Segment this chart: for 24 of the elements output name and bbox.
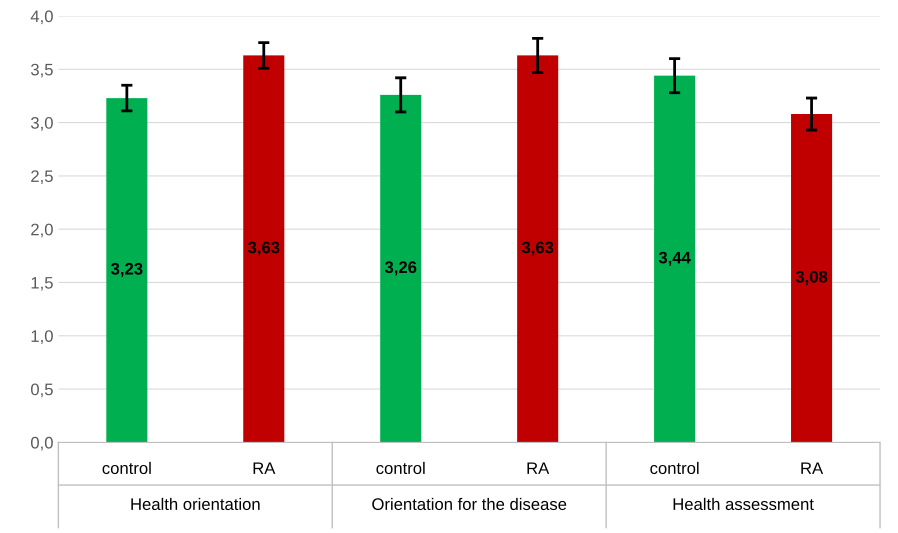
text: Orientation for the disease — [372, 498, 566, 510]
y-tick-label: 0,0 — [30, 436, 53, 451]
y-tick-label: 3,5 — [30, 64, 53, 78]
x-tick-label: RA — [801, 462, 824, 474]
data-label: 3,63 — [522, 242, 554, 256]
y-tick-label: 4,0 — [30, 10, 53, 24]
data-label: 3,26 — [384, 261, 416, 276]
data-label: 3,44 — [658, 252, 691, 266]
x-tick-label: RA — [254, 462, 276, 474]
x-tick-label: RA — [527, 462, 550, 474]
x-tick-label: control — [650, 462, 699, 474]
y-tick-label: 1,5 — [32, 277, 53, 291]
x-tick-label: control — [376, 462, 425, 474]
data-label: 3,63 — [248, 242, 280, 256]
y-tick-label: 2,0 — [31, 224, 53, 238]
y-tick-label: 3,0 — [30, 116, 53, 131]
y-tick-label: 2,5 — [31, 170, 53, 184]
x-tick-label: control — [102, 462, 151, 474]
data-label: 3,08 — [796, 270, 828, 286]
text: Health orientation — [131, 498, 260, 510]
y-tick-label: 1,0 — [32, 330, 53, 344]
y-tick-label: 0,5 — [30, 383, 53, 398]
text: Health assessment — [674, 498, 814, 510]
data-label: 3,23 — [111, 262, 142, 278]
